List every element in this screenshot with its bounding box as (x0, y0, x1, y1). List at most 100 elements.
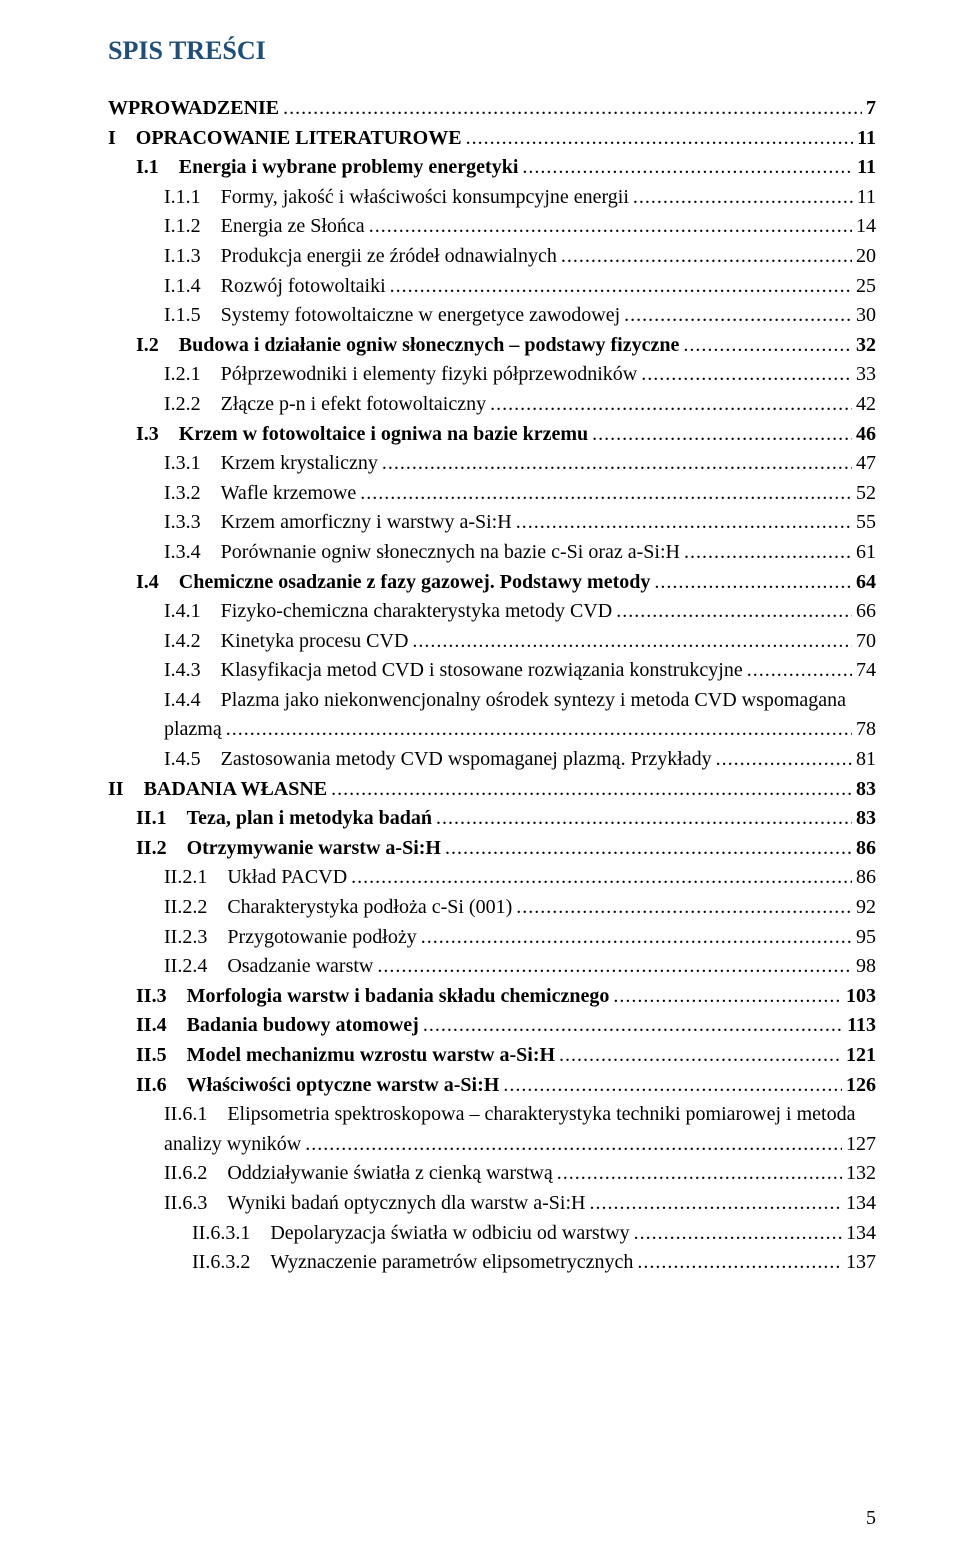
toc-entry-label: II.6.3.2 Wyznaczenie parametrów elipsome… (192, 1248, 633, 1278)
toc-leader (624, 301, 852, 331)
toc-entry[interactable]: II.6.3.2 Wyznaczenie parametrów elipsome… (192, 1248, 876, 1278)
document-page: SPIS TREŚCI WPROWADZENIE7I OPRACOWANIE L… (0, 0, 960, 1558)
toc-entry[interactable]: I.1.5 Systemy fotowoltaiczne w energetyc… (164, 301, 876, 331)
toc-entry[interactable]: II.6 Właściwości optyczne warstw a-Si:H1… (136, 1071, 876, 1101)
toc-leader (522, 153, 853, 183)
toc-entry-label: I.1.4 Rozwój fotowoltaiki (164, 272, 386, 302)
toc-entry-page: 11 (857, 124, 876, 154)
toc-entry[interactable]: II.2.4 Osadzanie warstw 98 (164, 952, 876, 982)
toc-entry-label: analizy wyników (164, 1130, 301, 1160)
toc-entry-page: 103 (846, 982, 876, 1012)
toc-entry-page: 11 (857, 153, 876, 183)
toc-entry[interactable]: II.2.1 Układ PACVD86 (164, 863, 876, 893)
toc-entry-label: II.6.2 Oddziaływanie światła z cienką wa… (164, 1159, 553, 1189)
toc-entry[interactable]: I.3.2 Wafle krzemowe52 (164, 479, 876, 509)
toc-entry-page: 74 (856, 656, 876, 686)
toc-leader (390, 272, 852, 302)
toc-entry[interactable]: I.2 Budowa i działanie ogniw słonecznych… (136, 331, 876, 361)
toc-entry-page: 92 (856, 893, 876, 923)
toc-entry[interactable]: I.1.3 Produkcja energii ze źródeł odnawi… (164, 242, 876, 272)
toc-leader (559, 1041, 842, 1071)
toc-entry[interactable]: I.4 Chemiczne osadzanie z fazy gazowej. … (136, 568, 876, 598)
toc-entry[interactable]: I.3.1 Krzem krystaliczny47 (164, 449, 876, 479)
toc-entry[interactable]: I OPRACOWANIE LITERATUROWE11 (108, 124, 876, 154)
toc-entry-label: II.2.4 Osadzanie warstw (164, 952, 373, 982)
toc-entry[interactable]: I.3 Krzem w fotowoltaice i ogniwa na baz… (136, 420, 876, 450)
toc-list: WPROWADZENIE7I OPRACOWANIE LITERATUROWE1… (108, 94, 876, 1278)
toc-leader (654, 568, 852, 598)
toc-entry[interactable]: I.2.1 Półprzewodniki i elementy fizyki p… (164, 360, 876, 390)
toc-entry-page: 121 (846, 1041, 876, 1071)
toc-entry-page: 70 (856, 627, 876, 657)
toc-entry-page: 32 (856, 331, 876, 361)
toc-entry-label: plazmą (164, 715, 222, 745)
toc-entry[interactable]: II.4 Badania budowy atomowej113 (136, 1011, 876, 1041)
toc-leader (503, 1071, 842, 1101)
toc-entry[interactable]: I.3.3 Krzem amorficzny i warstwy a-Si:H5… (164, 508, 876, 538)
toc-entry-label: II.4 Badania budowy atomowej (136, 1011, 419, 1041)
toc-leader (369, 212, 852, 242)
toc-entry[interactable]: II.3 Morfologia warstw i badania składu … (136, 982, 876, 1012)
page-number: 5 (866, 1507, 876, 1530)
toc-entry[interactable]: I.1 Energia i wybrane problemy energetyk… (136, 153, 876, 183)
toc-entry[interactable]: I.1.4 Rozwój fotowoltaiki 25 (164, 272, 876, 302)
toc-entry[interactable]: I.4.1 Fizyko-chemiczna charakterystyka m… (164, 597, 876, 627)
toc-entry-label: II.5 Model mechanizmu wzrostu warstw a-S… (136, 1041, 555, 1071)
toc-leader (561, 242, 852, 272)
toc-entry[interactable]: I.4.5 Zastosowania metody CVD wspomagane… (164, 745, 876, 775)
toc-leader (589, 1189, 842, 1219)
toc-entry[interactable]: I.3.4 Porównanie ogniw słonecznych na ba… (164, 538, 876, 568)
toc-leader (283, 94, 862, 124)
toc-entry-label: I.4.1 Fizyko-chemiczna charakterystyka m… (164, 597, 612, 627)
toc-entry-label: I.3.4 Porównanie ogniw słonecznych na ba… (164, 538, 680, 568)
toc-entry[interactable]: II.6.2 Oddziaływanie światła z cienką wa… (164, 1159, 876, 1189)
toc-entry[interactable]: I.4.2 Kinetyka procesu CVD70 (164, 627, 876, 657)
toc-entry[interactable]: I.4.3 Klasyfikacja metod CVD i stosowane… (164, 656, 876, 686)
toc-entry-label: I.1 Energia i wybrane problemy energetyk… (136, 153, 518, 183)
toc-entry-page: 47 (856, 449, 876, 479)
toc-entry-page: 86 (856, 863, 876, 893)
toc-entry-page: 30 (856, 301, 876, 331)
toc-entry-page: 134 (846, 1189, 876, 1219)
toc-leader (436, 804, 852, 834)
toc-entry[interactable]: II.6.3 Wyniki badań optycznych dla warst… (164, 1189, 876, 1219)
toc-entry[interactable]: II.2.3 Przygotowanie podłoży95 (164, 923, 876, 953)
toc-leader (412, 627, 852, 657)
toc-entry[interactable]: II.6.3.1 Depolaryzacja światła w odbiciu… (192, 1219, 876, 1249)
toc-entry-label: I.3.3 Krzem amorficzny i warstwy a-Si:H (164, 508, 512, 538)
toc-leader (382, 449, 852, 479)
toc-entry-label: II.6.1 Elipsometria spektroskopowa – cha… (164, 1100, 855, 1130)
toc-leader (641, 360, 852, 390)
toc-entry[interactable]: I.2.2 Złącze p-n i efekt fotowoltaiczny4… (164, 390, 876, 420)
toc-entry-label: II.2.2 Charakterystyka podłoża c-Si (001… (164, 893, 512, 923)
toc-entry[interactable]: II BADANIA WŁASNE83 (108, 775, 876, 805)
toc-entry[interactable]: analizy wyników127 (164, 1130, 876, 1160)
toc-leader (557, 1159, 842, 1189)
toc-entry-page: 42 (856, 390, 876, 420)
toc-leader (377, 952, 852, 982)
toc-entry[interactable]: WPROWADZENIE7 (108, 94, 876, 124)
toc-entry-page: 25 (856, 272, 876, 302)
toc-entry[interactable]: II.2.2 Charakterystyka podłoża c-Si (001… (164, 893, 876, 923)
toc-entry[interactable]: I.4.4 Plazma jako niekonwencjonalny ośro… (164, 686, 876, 716)
toc-entry-label: I.2.1 Półprzewodniki i elementy fizyki p… (164, 360, 637, 390)
toc-leader (747, 656, 852, 686)
toc-entry-page: 98 (856, 952, 876, 982)
toc-entry-page: 83 (856, 804, 876, 834)
toc-entry-page: 83 (856, 775, 876, 805)
toc-entry-label: I.4.4 Plazma jako niekonwencjonalny ośro… (164, 686, 846, 716)
toc-entry-label: II.6.3 Wyniki badań optycznych dla warst… (164, 1189, 585, 1219)
toc-leader (226, 715, 852, 745)
toc-leader (592, 420, 852, 450)
toc-entry-page: 137 (846, 1248, 876, 1278)
toc-entry[interactable]: I.1.2 Energia ze Słońca14 (164, 212, 876, 242)
toc-entry[interactable]: plazmą 78 (164, 715, 876, 745)
toc-entry[interactable]: II.2 Otrzymywanie warstw a-Si:H86 (136, 834, 876, 864)
toc-entry[interactable]: II.6.1 Elipsometria spektroskopowa – cha… (164, 1100, 876, 1130)
toc-leader (637, 1248, 842, 1278)
toc-entry-page: 78 (856, 715, 876, 745)
toc-entry[interactable]: II.1 Teza, plan i metodyka badań83 (136, 804, 876, 834)
toc-entry[interactable]: II.5 Model mechanizmu wzrostu warstw a-S… (136, 1041, 876, 1071)
toc-entry-label: II.6.3.1 Depolaryzacja światła w odbiciu… (192, 1219, 630, 1249)
toc-entry[interactable]: I.1.1 Formy, jakość i właściwości konsum… (164, 183, 876, 213)
